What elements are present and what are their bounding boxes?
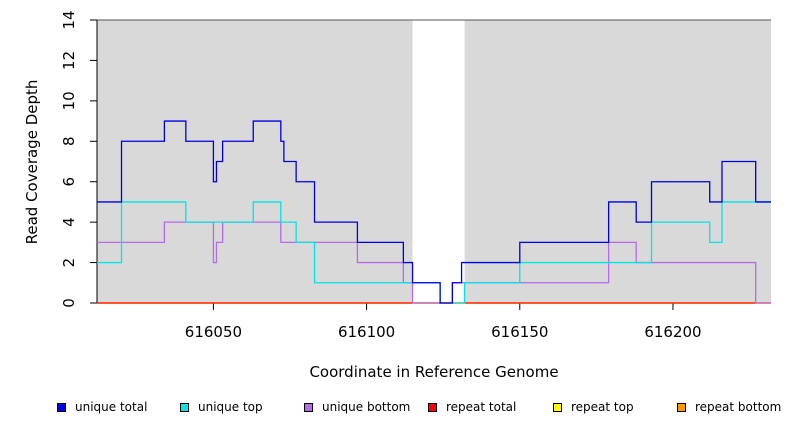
y-tick-label-6: 6	[60, 177, 78, 187]
plot-background	[97, 19, 771, 303]
legend-swatch-unique-top	[180, 402, 189, 412]
x-axis-title: Coordinate in Reference Genome	[309, 363, 558, 381]
legend-swatch-unique-total	[57, 402, 66, 412]
series-layer	[97, 120, 771, 304]
series-line-unique-total	[97, 120, 771, 304]
x-tick-label-616050: 616050	[185, 323, 242, 341]
y-tick-label-12: 12	[60, 51, 78, 70]
shaded-region-1	[97, 20, 413, 303]
legend-label-unique-top: unique top	[198, 400, 263, 414]
y-tick-label-4: 4	[60, 217, 78, 227]
y-tick-label-8: 8	[60, 137, 78, 147]
legend-swatch-repeat-total	[428, 402, 437, 412]
legend-item-unique-bottom: unique bottom	[304, 400, 410, 414]
legend-label-unique-total: unique total	[75, 400, 148, 414]
y-tick-label-0: 0	[60, 298, 78, 308]
y-axis: 0 2 4 6 8 10 12 14	[60, 10, 98, 308]
y-tick-label-14: 14	[60, 10, 78, 29]
legend-swatch-unique-bottom	[304, 402, 313, 412]
series-line-unique-top	[97, 201, 771, 304]
legend-item-unique-top: unique top	[180, 400, 263, 414]
coverage-chart: 616050 616100 616150 616200 0 2 4 6 8 10 12 14 Coo…	[23, 10, 771, 381]
x-tick-label-616200: 616200	[644, 323, 701, 341]
x-tick-label-616150: 616150	[491, 323, 548, 341]
legend: unique total unique top unique bottom repea…	[0, 400, 792, 420]
series-line-unique-bottom	[97, 221, 771, 304]
y-tick-label-10: 10	[60, 91, 78, 110]
legend-item-repeat-bottom: repeat bottom	[677, 400, 781, 414]
y-tick-label-2: 2	[60, 258, 78, 268]
legend-label-repeat-total: repeat total	[446, 400, 517, 414]
legend-swatch-repeat-top	[553, 402, 562, 412]
shaded-region-2	[464, 20, 771, 303]
legend-item-repeat-total: repeat total	[428, 400, 516, 414]
legend-swatch-repeat-bottom	[677, 402, 686, 412]
x-axis: 616050 616100 616150 616200	[185, 302, 702, 341]
x-tick-label-616100: 616100	[338, 323, 395, 341]
legend-item-repeat-top: repeat top	[553, 400, 634, 414]
y-axis-title: Read Coverage Depth	[23, 80, 41, 245]
legend-item-unique-total: unique total	[57, 400, 147, 414]
legend-label-repeat-top: repeat top	[571, 400, 634, 414]
legend-label-unique-bottom: unique bottom	[322, 400, 411, 414]
legend-label-repeat-bottom: repeat bottom	[695, 400, 782, 414]
